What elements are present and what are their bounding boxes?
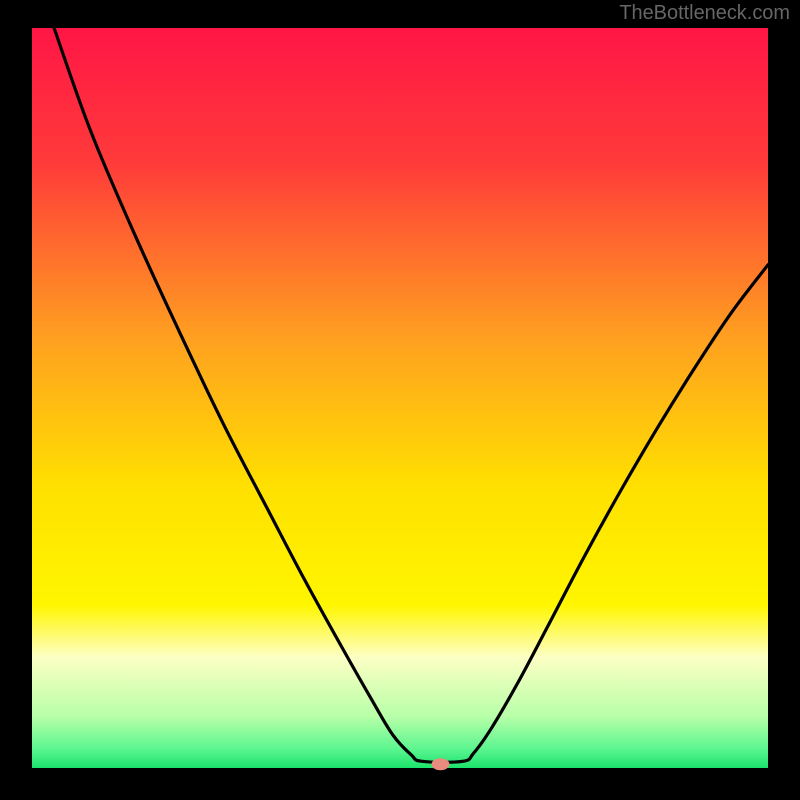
bottleneck-chart (0, 0, 800, 800)
watermark-text: TheBottleneck.com (619, 2, 790, 25)
chart-container: TheBottleneck.com (0, 0, 800, 800)
plot-background (32, 28, 768, 768)
optimal-point-marker (431, 758, 449, 770)
